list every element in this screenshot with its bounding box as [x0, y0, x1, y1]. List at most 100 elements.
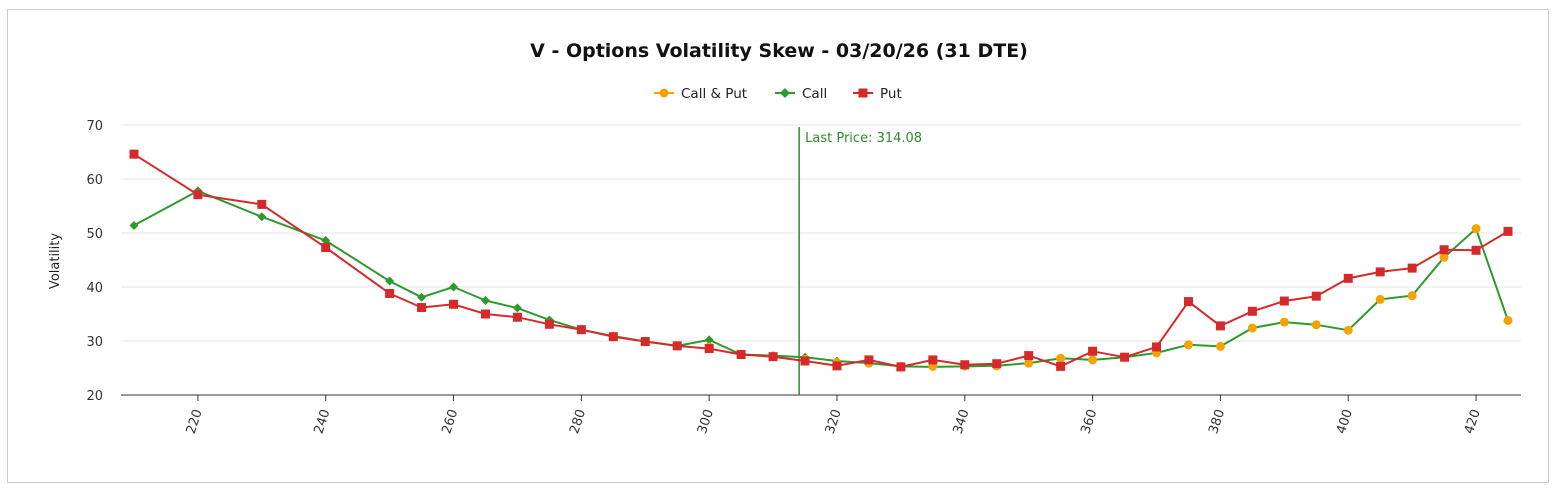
- y-tick-label: 30: [86, 335, 103, 350]
- data-point-put[interactable]: [736, 350, 746, 359]
- legend-label-call: Call: [802, 86, 827, 102]
- legend-marker-call: [780, 88, 790, 98]
- data-point-put[interactable]: [640, 337, 650, 347]
- data-point-put[interactable]: [576, 325, 586, 335]
- data-point-put[interactable]: [1375, 267, 1385, 277]
- legend[interactable]: Call & Put Call Put: [654, 86, 902, 102]
- data-point-put[interactable]: [1407, 263, 1417, 273]
- series-call: [129, 186, 1513, 372]
- data-point-call-put[interactable]: [1088, 355, 1098, 365]
- series-line-call: [133, 189, 1509, 368]
- data-point-put[interactable]: [704, 344, 714, 354]
- data-point-put[interactable]: [928, 355, 938, 365]
- data-point-call[interactable]: [480, 296, 490, 305]
- x-tick-label: 260: [439, 408, 461, 436]
- series-layer: [129, 149, 1513, 372]
- data-point-put[interactable]: [321, 243, 331, 253]
- data-point-put[interactable]: [1503, 226, 1513, 236]
- data-point-call[interactable]: [449, 282, 459, 292]
- x-tick-label: 240: [312, 408, 334, 436]
- legend-item-call[interactable]: Call: [775, 86, 827, 102]
- data-point-call[interactable]: [704, 335, 714, 345]
- data-point-put[interactable]: [864, 355, 874, 365]
- data-point-put[interactable]: [512, 312, 522, 322]
- data-point-call[interactable]: [257, 212, 267, 222]
- data-point-call-put[interactable]: [1407, 291, 1417, 301]
- data-point-call[interactable]: [321, 236, 331, 246]
- legend-label-call-put: Call & Put: [681, 86, 747, 102]
- data-point-put[interactable]: [1088, 346, 1098, 356]
- last-price-label: Last Price: 314.08: [805, 131, 922, 146]
- legend-marker-put: [858, 88, 868, 98]
- data-point-put[interactable]: [129, 149, 139, 159]
- x-tick-label: 380: [1206, 408, 1228, 436]
- data-point-call-put[interactable]: [1375, 294, 1385, 304]
- x-tick-label: 300: [695, 408, 717, 436]
- data-point-put[interactable]: [800, 356, 810, 366]
- data-point-call-put[interactable]: [1439, 252, 1449, 262]
- data-point-put[interactable]: [896, 362, 906, 372]
- x-tick-label: 280: [567, 408, 589, 436]
- legend-item-call-put[interactable]: Call & Put: [654, 86, 747, 102]
- y-axis-ticks: 20 30 40 50 60 70: [86, 119, 103, 404]
- data-point-call[interactable]: [129, 220, 139, 230]
- data-point-call-put[interactable]: [1215, 341, 1225, 351]
- data-point-put[interactable]: [1120, 352, 1130, 362]
- y-tick-label: 50: [86, 227, 103, 242]
- data-point-call[interactable]: [512, 303, 522, 313]
- data-point-call[interactable]: [385, 276, 395, 286]
- data-point-put[interactable]: [1056, 361, 1066, 371]
- series-line-put: [133, 153, 1509, 368]
- data-point-put[interactable]: [1279, 296, 1289, 306]
- data-point-call-put[interactable]: [1024, 358, 1034, 368]
- y-tick-label: 70: [86, 119, 103, 134]
- x-tick-label: 420: [1462, 408, 1484, 436]
- data-point-put[interactable]: [1024, 351, 1034, 361]
- data-point-call-put[interactable]: [1471, 224, 1481, 234]
- data-point-call-put[interactable]: [1279, 317, 1289, 327]
- chart-frame: [7, 9, 1549, 483]
- chart-title: V - Options Volatility Skew - 03/20/26 (…: [530, 40, 1028, 62]
- gridlines: [121, 124, 1521, 342]
- data-point-put[interactable]: [480, 309, 490, 319]
- data-point-call-put[interactable]: [1183, 340, 1193, 350]
- data-point-put[interactable]: [385, 288, 395, 298]
- data-point-put[interactable]: [608, 332, 618, 342]
- data-point-put[interactable]: [1247, 306, 1257, 316]
- data-point-put[interactable]: [768, 352, 778, 362]
- data-point-put[interactable]: [1439, 245, 1449, 255]
- x-tick-label: 220: [184, 408, 206, 436]
- data-point-put[interactable]: [193, 190, 203, 200]
- data-point-put[interactable]: [960, 360, 970, 370]
- data-point-put[interactable]: [1311, 291, 1321, 301]
- data-point-put[interactable]: [1471, 245, 1481, 255]
- data-point-put[interactable]: [544, 319, 554, 329]
- data-point-put[interactable]: [417, 303, 427, 313]
- data-point-put[interactable]: [832, 361, 842, 371]
- y-tick-label: 20: [86, 389, 103, 404]
- data-point-put[interactable]: [257, 199, 267, 209]
- x-axis: 220 240 260 280 300 320 340 360 380 400 420: [121, 394, 1521, 436]
- data-point-put[interactable]: [1343, 273, 1353, 283]
- data-point-call-put[interactable]: [1343, 325, 1353, 335]
- data-point-call-put[interactable]: [1503, 315, 1513, 325]
- x-tick-label: 400: [1334, 408, 1356, 436]
- legend-item-put[interactable]: Put: [853, 86, 902, 102]
- x-tick-label: 360: [1078, 408, 1100, 436]
- y-tick-label: 60: [86, 173, 103, 188]
- data-point-call-put[interactable]: [1056, 353, 1066, 363]
- data-point-put[interactable]: [992, 359, 1002, 369]
- y-tick-label: 40: [86, 281, 103, 296]
- data-point-call-put[interactable]: [1311, 320, 1321, 330]
- series-put: [129, 149, 1513, 372]
- legend-marker-call-put: [659, 88, 669, 98]
- x-tick-label: 340: [951, 408, 973, 436]
- data-point-call-put[interactable]: [1247, 323, 1257, 333]
- data-point-put[interactable]: [449, 299, 459, 309]
- y-axis-label: Volatility: [48, 233, 63, 289]
- data-point-put[interactable]: [672, 341, 682, 351]
- data-point-call[interactable]: [417, 292, 427, 302]
- data-point-put[interactable]: [1183, 297, 1193, 307]
- data-point-put[interactable]: [1152, 342, 1162, 352]
- data-point-put[interactable]: [1215, 321, 1225, 331]
